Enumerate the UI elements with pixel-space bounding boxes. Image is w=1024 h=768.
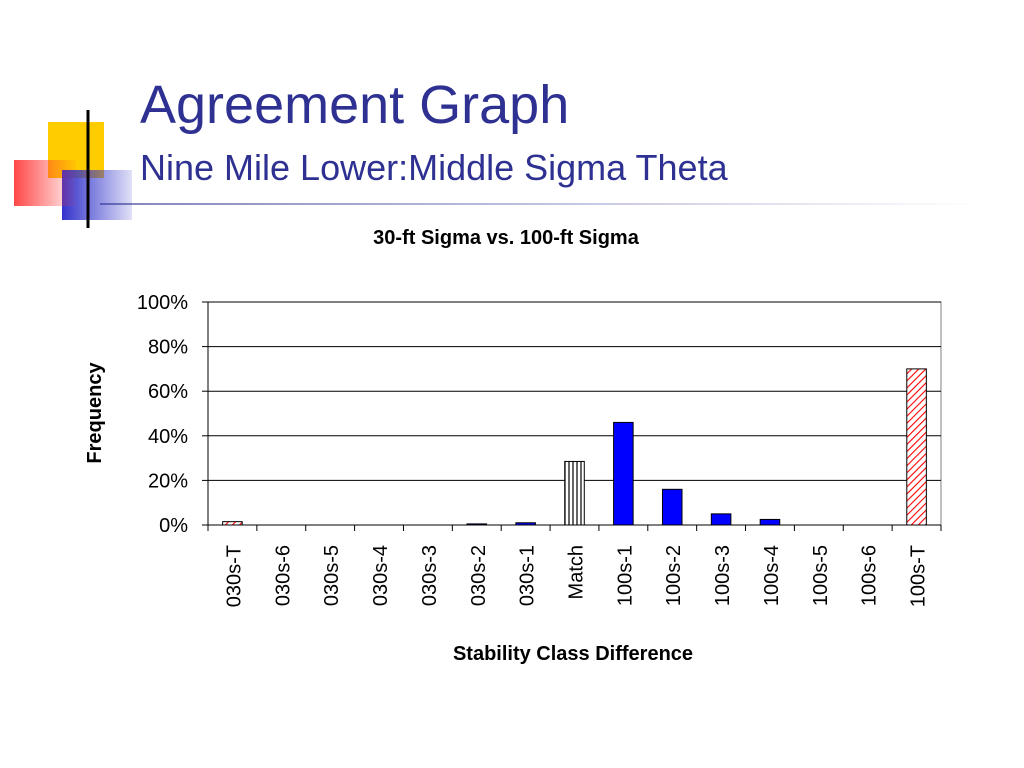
- x-tick-label: 030s-6: [272, 545, 294, 606]
- y-tick-label: 20%: [148, 470, 188, 492]
- x-tick-label: 100s-5: [810, 545, 832, 606]
- x-tick-label: 100s-1: [614, 545, 636, 606]
- y-tick-label: 40%: [148, 426, 188, 448]
- slide-title: Agreement Graph: [140, 75, 570, 135]
- bar-100s-1: [613, 421, 634, 526]
- bar-100s-2: [661, 488, 683, 526]
- title-underline: [100, 203, 980, 205]
- y-tick-label: 0%: [159, 515, 188, 537]
- bar-030s-2: [466, 523, 488, 526]
- y-tick-label: 100%: [137, 292, 188, 314]
- y-axis-label: Frequency: [84, 362, 106, 464]
- bar-100s-T: [906, 368, 927, 526]
- y-tick-label: 80%: [148, 337, 188, 359]
- bar-030s-T: [222, 521, 243, 526]
- x-tick-label: 100s-4: [761, 545, 783, 606]
- x-tick-label: 100s-T: [908, 545, 930, 607]
- bar-100s-4: [759, 518, 781, 526]
- x-tick-label: 030s-2: [468, 545, 490, 606]
- bar-030s-1: [515, 522, 536, 526]
- bar-Match: [564, 460, 585, 526]
- x-tick-label: 030s-5: [321, 545, 343, 606]
- x-tick-label: 100s-6: [859, 545, 881, 606]
- red-square: [14, 160, 76, 206]
- chart-title: 30-ft Sigma vs. 100-ft Sigma: [373, 227, 640, 249]
- x-tick-label: 030s-4: [370, 545, 392, 606]
- y-tick-label: 60%: [148, 381, 188, 403]
- x-tick-label: 030s-1: [517, 545, 539, 606]
- x-tick-label: Match: [566, 545, 588, 599]
- x-tick-label: 100s-3: [712, 545, 734, 606]
- x-tick-label: 030s-T: [223, 545, 245, 607]
- x-tick-label: 100s-2: [663, 545, 685, 606]
- slide-subtitle: Nine Mile Lower:Middle Sigma Theta: [140, 147, 728, 188]
- bar-100s-3: [710, 513, 732, 526]
- x-tick-label: 030s-3: [419, 545, 441, 606]
- x-axis-label: Stability Class Difference: [453, 643, 693, 665]
- decorative-squares: [14, 110, 140, 228]
